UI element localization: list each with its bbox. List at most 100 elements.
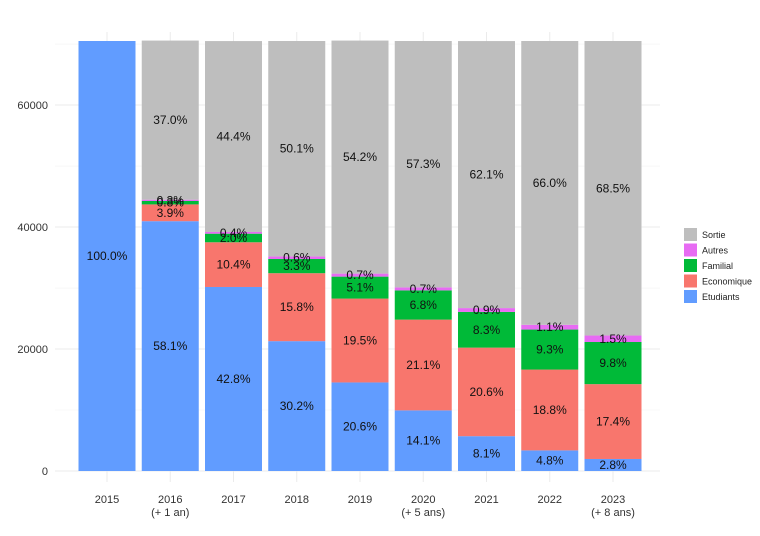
bar-segment-familial	[394, 290, 452, 320]
data-label: 42.8%	[216, 372, 250, 386]
bar-segment-sortie	[521, 41, 579, 325]
bar-segment-economique	[141, 204, 199, 222]
data-label: 50.1%	[280, 142, 314, 156]
x-tick-label: 2021	[474, 494, 498, 506]
legend-label-autres: Autres	[702, 246, 729, 256]
bar-segment-etudiants	[268, 341, 326, 471]
data-label: 6.8%	[410, 298, 438, 312]
y-tick-label: 60000	[17, 100, 48, 112]
bar-segment-familial	[458, 311, 515, 348]
data-label: 100.0%	[87, 249, 128, 263]
legend-label-economique: Economique	[702, 277, 752, 287]
bar-segment-etudiants	[584, 458, 642, 471]
bar-segment-etudiants	[205, 286, 262, 471]
bar-segment-economique	[394, 319, 452, 411]
x-tick-sublabel: (+ 5 ans)	[401, 507, 445, 519]
data-label: 4.8%	[536, 454, 564, 468]
data-label: 0.9%	[473, 303, 501, 317]
bar-segment-autres	[458, 308, 515, 312]
legend-label-familial: Familial	[702, 261, 733, 271]
data-label: 15.8%	[280, 300, 314, 314]
bar-segment-etudiants	[331, 382, 389, 471]
data-label: 0.8%	[157, 196, 185, 210]
bar-segment-etudiants	[521, 450, 579, 471]
bar-segment-familial	[584, 342, 642, 385]
data-label: 10.4%	[216, 258, 250, 272]
bar-segment-autres	[331, 273, 389, 277]
bar-segment-familial	[205, 233, 262, 243]
data-label: 66.0%	[533, 176, 567, 190]
data-label: 30.2%	[280, 399, 314, 413]
bar-segment-autres	[205, 231, 262, 234]
data-label: 5.1%	[346, 281, 374, 295]
bar-segment-autres	[141, 199, 199, 201]
data-label: 44.4%	[216, 130, 250, 144]
data-label: 68.5%	[596, 181, 630, 195]
bar-segment-autres	[394, 287, 452, 291]
data-label: 20.6%	[343, 420, 377, 434]
bar-segment-economique	[584, 384, 642, 459]
data-label: 3.9%	[157, 206, 185, 220]
bar-segment-sortie	[331, 40, 389, 274]
bar-segment-sortie	[584, 41, 642, 336]
data-label: 3.3%	[283, 259, 311, 273]
x-tick-sublabel: (+ 8 ans)	[591, 507, 635, 519]
data-label: 57.3%	[406, 157, 440, 171]
bar-segment-familial	[268, 258, 326, 274]
data-label: 9.3%	[536, 343, 564, 357]
data-label: 21.1%	[406, 358, 440, 372]
bar-segment-etudiants	[458, 436, 515, 471]
x-tick-label: 2018	[285, 494, 309, 506]
x-tick-label: 2022	[538, 494, 562, 506]
data-label: 0.3%	[157, 193, 185, 207]
bar-segment-familial	[521, 329, 579, 370]
bar-segment-economique	[521, 369, 579, 451]
legend-label-etudiants: Etudiants	[702, 292, 740, 302]
legend-label-sortie: Sortie	[702, 230, 726, 240]
bar-segment-familial	[331, 276, 389, 299]
x-tick-label: 2023	[601, 494, 625, 506]
x-tick-label: 2020	[411, 494, 435, 506]
legend: Sortie Autres Familial Economique Etudiants	[684, 228, 752, 303]
data-label: 8.1%	[473, 447, 501, 461]
data-label: 2.8%	[599, 458, 627, 472]
data-label: 0.4%	[220, 226, 248, 240]
bar-segment-sortie	[394, 41, 452, 288]
data-label: 2.0%	[220, 231, 248, 245]
axis-layer: 0 20000 40000 60000 2015 2016(+ 1 an) 2017 2018…	[17, 100, 634, 519]
x-tick-label: 2019	[348, 494, 372, 506]
data-label: 0.7%	[410, 282, 438, 296]
data-label: 14.1%	[406, 434, 440, 448]
bar-segment-etudiants	[78, 41, 136, 471]
data-label: 54.2%	[343, 150, 377, 164]
bar-segment-familial	[141, 200, 199, 205]
bar-segment-autres	[584, 335, 642, 342]
data-label: 9.8%	[599, 356, 627, 370]
x-tick-sublabel: (+ 1 an)	[151, 507, 189, 519]
data-label: 0.7%	[346, 268, 374, 282]
x-tick-label: 2017	[221, 494, 245, 506]
legend-key-economique	[684, 274, 697, 288]
bar-segment-sortie	[268, 41, 326, 257]
legend-key-etudiants	[684, 290, 697, 303]
bar-segment-economique	[268, 273, 326, 342]
data-label: 1.1%	[536, 320, 564, 334]
bar-segment-sortie	[205, 41, 262, 232]
data-label: 8.3%	[473, 323, 501, 337]
y-tick-label: 20000	[17, 344, 48, 356]
legend-key-autres	[684, 243, 697, 257]
y-tick-label: 0	[42, 466, 48, 478]
data-label: 17.4%	[596, 415, 630, 429]
x-tick-label: 2016	[158, 494, 182, 506]
bar-segment-sortie	[458, 41, 515, 309]
y-tick-label: 40000	[17, 222, 48, 234]
bar-segment-etudiants	[141, 221, 199, 471]
bar-segment-sortie	[141, 40, 199, 200]
data-label: 1.5%	[599, 332, 627, 346]
bar-segment-economique	[205, 242, 262, 287]
x-tick-label: 2015	[95, 494, 119, 506]
bar-segment-autres	[521, 324, 579, 330]
bar-layer	[78, 40, 642, 471]
